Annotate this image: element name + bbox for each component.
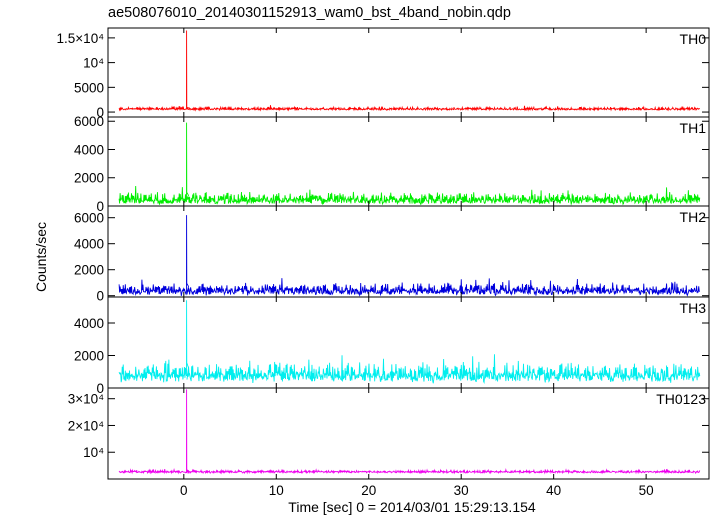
y-tick-label: 4000 bbox=[74, 142, 104, 157]
x-tick-label: 0 bbox=[180, 483, 188, 498]
x-tick-label: 30 bbox=[454, 483, 469, 498]
panel-th1: TH1 0 2000 4000 6000 bbox=[74, 114, 710, 214]
y-tick-label: 2000 bbox=[74, 263, 104, 278]
chart-title: ae508076010_20140301152913_wam0_bst_4ban… bbox=[108, 5, 511, 21]
panel-label-th0: TH0 bbox=[680, 31, 707, 47]
panel-th2: TH2 0 2000 4000 6000 bbox=[74, 205, 710, 304]
y-tick-label: 2000 bbox=[74, 349, 104, 364]
y-tick-label: 2×10⁴ bbox=[68, 418, 104, 433]
y-tick-label: 2000 bbox=[74, 171, 104, 186]
panel-frame bbox=[107, 387, 710, 480]
y-tick-label: 4000 bbox=[74, 237, 104, 252]
series-th3-line bbox=[118, 300, 701, 384]
panel-th3: TH3 0 2000 4000 bbox=[74, 296, 710, 396]
y-tick-label: 5000 bbox=[74, 80, 104, 95]
series-th2-line bbox=[118, 215, 701, 297]
y-tick-label: 0 bbox=[96, 381, 104, 396]
y-tick-label: 0 bbox=[96, 199, 104, 214]
y-tick-label: 6000 bbox=[74, 211, 104, 226]
y-tick-label: 10⁴ bbox=[83, 445, 104, 460]
panel-th0123: TH0123 10⁴ 2×10⁴ 3×10⁴ bbox=[68, 387, 710, 480]
y-tick-label: 0 bbox=[96, 105, 104, 120]
panel-label-th2: TH2 bbox=[680, 209, 707, 225]
series-th0-line bbox=[118, 30, 700, 112]
series-th1-line bbox=[118, 122, 701, 206]
panel-frame bbox=[107, 27, 710, 118]
series-th0123-line bbox=[118, 389, 701, 475]
x-axis-label: Time [sec] 0 = 2014/03/01 15:29:13.154 bbox=[288, 499, 536, 515]
y-tick-label: 0 bbox=[96, 289, 104, 304]
x-tick-label: 10 bbox=[269, 483, 284, 498]
panel-frame bbox=[107, 205, 710, 298]
panel-label-th0123: TH0123 bbox=[656, 391, 706, 407]
x-tick-label: 50 bbox=[639, 483, 654, 498]
y-axis-label: Counts/sec bbox=[33, 222, 49, 292]
y-tick-label: 3×10⁴ bbox=[68, 392, 104, 407]
y-tick-label: 1.5×10⁴ bbox=[57, 31, 105, 46]
panel-th0: TH0 0 5000 10⁴ 1.5×10⁴ bbox=[57, 27, 710, 120]
x-tick-label: 40 bbox=[546, 483, 561, 498]
panel-label-th3: TH3 bbox=[680, 300, 707, 316]
y-tick-label: 10⁴ bbox=[83, 56, 104, 71]
panel-label-th1: TH1 bbox=[680, 120, 707, 136]
x-tick-label: 20 bbox=[361, 483, 376, 498]
panel-frame bbox=[107, 116, 710, 207]
y-tick-label: 4000 bbox=[74, 316, 104, 331]
y-tick-label: 6000 bbox=[74, 114, 104, 129]
